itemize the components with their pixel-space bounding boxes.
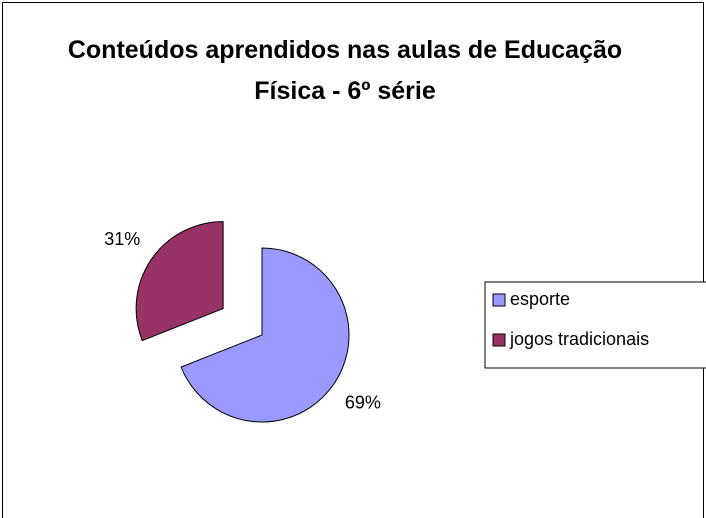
pie-slice — [180, 247, 350, 423]
data-label: 31% — [104, 229, 140, 249]
legend-swatch — [492, 293, 506, 307]
legend-label: jogos tradicionais — [509, 329, 649, 349]
legend-box — [484, 281, 706, 369]
legend-swatch — [492, 333, 506, 347]
pie-slice — [135, 221, 224, 342]
data-label: 69% — [345, 392, 381, 412]
legend-label: esporte — [510, 289, 570, 309]
chart-title: Conteúdos aprendidos nas aulas de Educaç… — [67, 36, 623, 105]
